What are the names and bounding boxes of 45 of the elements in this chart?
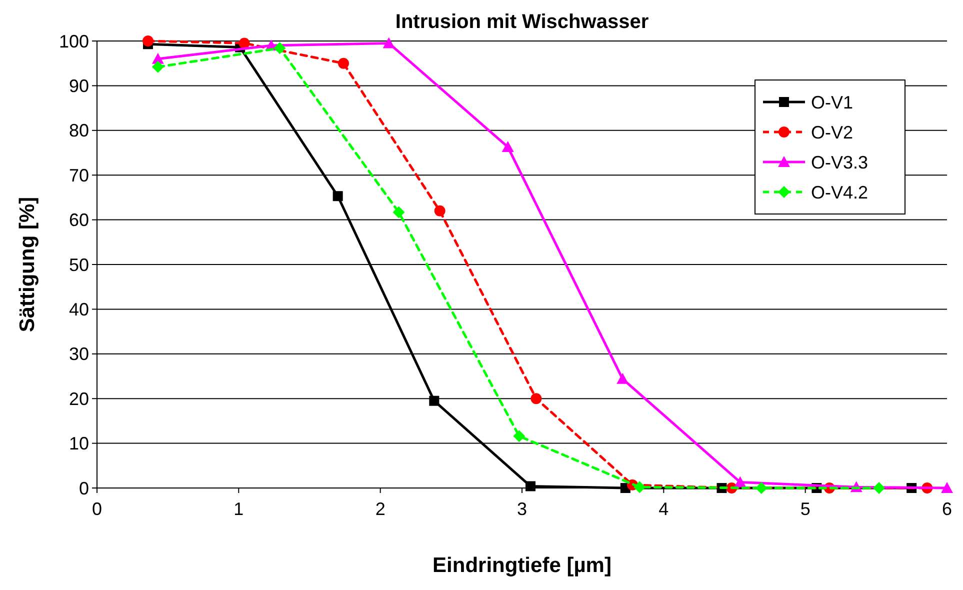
y-tick-label: 10 [68, 434, 89, 454]
y-tick-label: 30 [68, 344, 89, 364]
legend-label: O-V3.3 [811, 152, 868, 172]
y-tick-label: 100 [58, 31, 89, 52]
y-axis-title: Sättigung [%] [16, 196, 39, 332]
x-tick-label: 1 [234, 499, 244, 519]
point [616, 372, 629, 384]
legend-label: O-V4.2 [811, 182, 868, 202]
point [152, 60, 164, 73]
point [873, 482, 885, 494]
x-tick-label: 2 [375, 499, 386, 519]
y-tick-label: 0 [78, 478, 89, 498]
point [332, 191, 343, 202]
point [238, 38, 250, 49]
point [755, 482, 768, 494]
point [274, 42, 286, 54]
y-tick-label: 40 [68, 300, 89, 320]
x-tick-label: 5 [800, 499, 810, 519]
point [382, 37, 395, 48]
point [530, 393, 542, 404]
chart-title: Intrusion mit Wischwasser [395, 11, 649, 33]
y-tick-label: 70 [68, 165, 89, 186]
point [434, 205, 446, 216]
y-tick-label: 90 [68, 76, 89, 96]
x-axis-title: Eindringtiefe [µm] [432, 554, 612, 577]
point [392, 206, 405, 218]
legend-label: O-V1 [811, 92, 854, 112]
point [941, 482, 953, 493]
point [634, 481, 646, 494]
y-tick-label: 80 [68, 120, 89, 141]
point [502, 140, 514, 152]
point [734, 476, 746, 488]
y-tick-label: 60 [68, 210, 89, 230]
point [338, 58, 349, 69]
x-tick-label: 0 [92, 499, 102, 519]
point [513, 430, 526, 442]
y-tick-label: 50 [68, 254, 89, 275]
legend-label: O-V2 [811, 122, 854, 142]
x-tick-label: 4 [658, 499, 669, 519]
point [526, 481, 536, 492]
x-tick-label: 6 [942, 499, 952, 519]
y-tick-label: 20 [68, 388, 89, 409]
x-tick-label: 3 [516, 499, 528, 519]
point [429, 396, 440, 406]
point [142, 36, 154, 46]
